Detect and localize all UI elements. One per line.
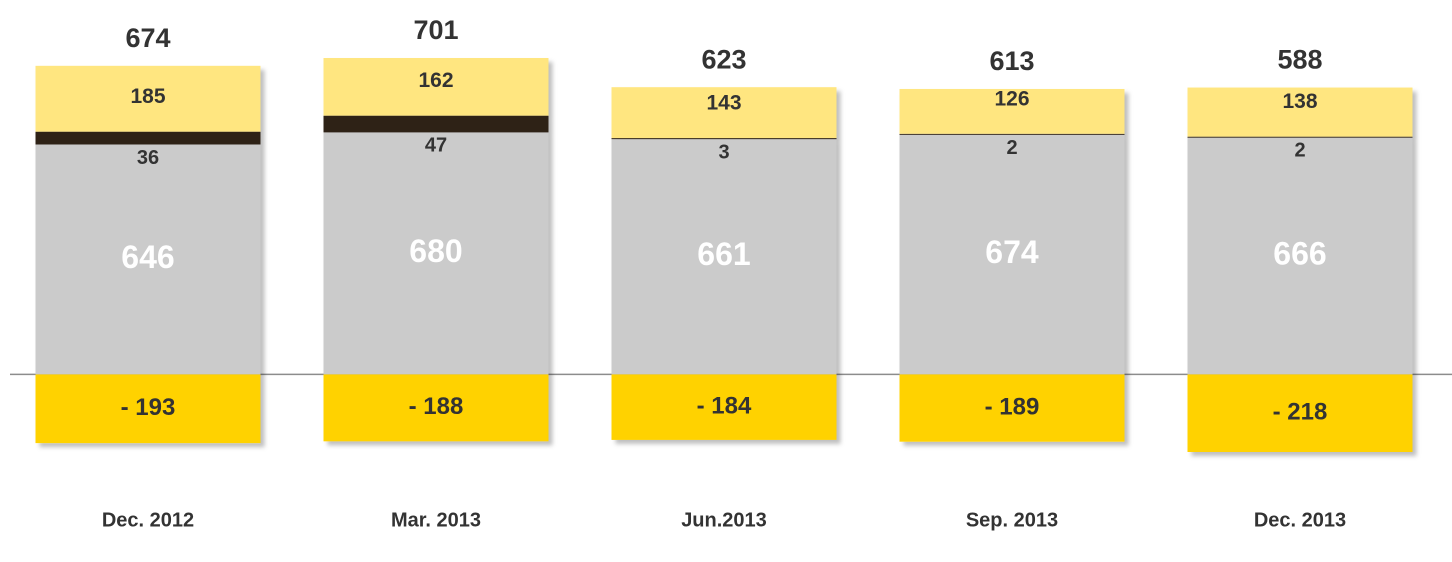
bar-stack xyxy=(1187,87,1413,452)
bar-segment xyxy=(1187,136,1413,138)
value-label: 674 xyxy=(985,234,1039,270)
x-tick-label: Mar. 2013 xyxy=(391,509,481,531)
value-label: - 188 xyxy=(409,393,464,420)
bar-segment xyxy=(323,115,549,133)
bar-segment xyxy=(323,374,549,442)
bar-segment xyxy=(35,374,261,444)
total-label: 623 xyxy=(701,44,746,74)
total-label: 613 xyxy=(989,46,1034,76)
bar-stack xyxy=(899,88,1125,442)
bar-segment xyxy=(1187,374,1413,452)
value-label: - 193 xyxy=(121,394,176,421)
x-tick-label: Dec. 2012 xyxy=(102,509,194,531)
bar-stack xyxy=(35,65,261,444)
x-tick-label: Jun.2013 xyxy=(681,509,767,531)
value-label: 3 xyxy=(718,141,729,163)
total-label: 588 xyxy=(1277,45,1322,75)
bar-segment xyxy=(611,138,837,140)
bar-segment xyxy=(611,139,837,375)
value-label: 143 xyxy=(706,92,741,115)
value-label: 162 xyxy=(418,69,453,92)
bar-segment xyxy=(611,374,837,440)
value-label: 2 xyxy=(1294,140,1305,162)
value-label: 36 xyxy=(137,147,159,169)
bar-segment xyxy=(323,58,549,116)
value-label: - 184 xyxy=(697,392,752,419)
bar-segment xyxy=(899,374,1125,442)
bar-segment xyxy=(35,65,261,132)
x-tick-label: Dec. 2013 xyxy=(1254,509,1346,531)
value-label: 666 xyxy=(1273,235,1326,271)
value-label: 185 xyxy=(130,85,165,108)
value-label: 126 xyxy=(994,87,1029,110)
x-tick-label: Sep. 2013 xyxy=(966,509,1058,531)
bar-segment xyxy=(899,134,1125,375)
value-label: 2 xyxy=(1006,137,1017,159)
bar-stack xyxy=(611,87,837,440)
value-label: - 189 xyxy=(985,393,1040,420)
total-label: 701 xyxy=(413,15,458,45)
bar-segment xyxy=(611,87,837,139)
bar-segment xyxy=(35,144,261,375)
bar-segment xyxy=(1187,87,1413,137)
bar-segment xyxy=(1187,137,1413,375)
bar-stack xyxy=(323,58,549,442)
bar-segment xyxy=(899,88,1125,134)
value-label: 661 xyxy=(697,236,750,272)
bar-segment xyxy=(899,133,1125,135)
total-label: 674 xyxy=(125,23,170,53)
value-label: 47 xyxy=(425,135,447,157)
value-label: 138 xyxy=(1282,90,1317,113)
value-label: - 218 xyxy=(1273,399,1328,426)
value-label: 646 xyxy=(121,239,174,275)
bar-segment xyxy=(323,132,549,375)
bar-segment xyxy=(35,131,261,145)
value-label: 680 xyxy=(409,233,462,269)
